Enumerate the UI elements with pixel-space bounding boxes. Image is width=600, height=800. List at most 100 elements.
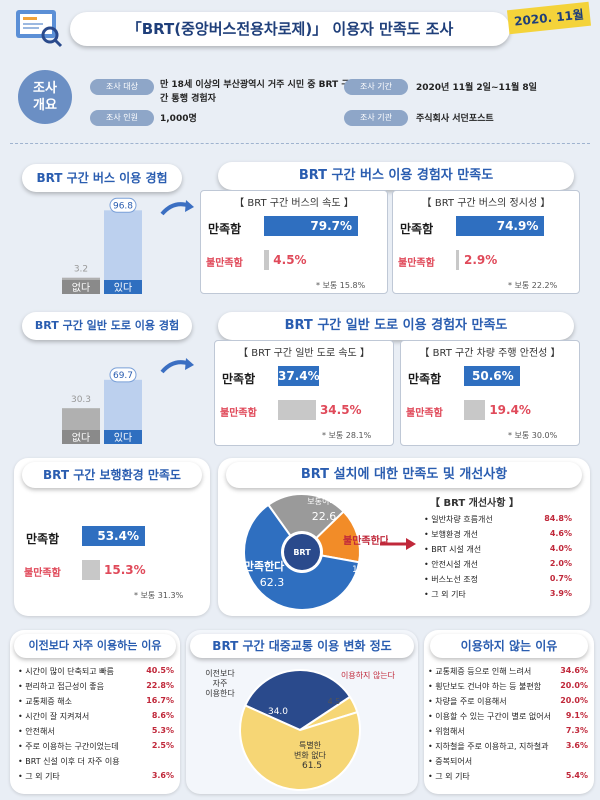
list-item-value: 2.5% [151, 741, 174, 750]
list-item-label: • 그 외 기타 [428, 772, 470, 781]
label-more-2: 자주 [213, 679, 228, 688]
list-item-label: • 시간이 많이 단축되고 빠름 [18, 667, 114, 676]
label-dissatisfied: 불만족한다 [343, 534, 388, 547]
list-item-value: 16.7% [146, 696, 174, 705]
list-item-label: • 위험해서 [428, 727, 465, 736]
overview-badge: 조사 개요 [18, 70, 72, 124]
category-label-yes: 있다 [114, 432, 132, 444]
bus-icon-bg [284, 534, 320, 570]
period-label: 조사 기간 [344, 79, 408, 95]
value-less: 4.5 [328, 697, 341, 706]
reasons-not-title: 이용하지 않는 이유 [430, 634, 588, 658]
bar-no [62, 408, 100, 430]
list-item: • 시간이 잘 지켜져서 8.6% [18, 711, 174, 723]
box-header: 【 BRT 구간 차량 주행 안전성 】 [419, 348, 561, 359]
period-value: 2020년 11월 2일~11월 8일 [416, 83, 537, 93]
dis-bar [456, 250, 460, 270]
category-bg-yes [104, 430, 142, 444]
list-item-label: • BRT 시설 개선 [424, 545, 482, 554]
dis-bar [278, 400, 316, 420]
dis-value: 4.5% [273, 253, 307, 267]
date-badge: 2020. 11월 [506, 1, 592, 35]
bar-no [62, 277, 100, 280]
label-same-2: 변화 없다 [294, 750, 327, 760]
bar-yes [104, 379, 142, 430]
reasons-more-title: 이전보다 자주 이용하는 이유 [14, 634, 176, 658]
value-dissatisfied: 15.1 [352, 565, 372, 575]
list-item-value: 4.6% [549, 529, 572, 538]
walk-title: BRT 구간 보행환경 만족도 [22, 462, 202, 488]
dis-bar [464, 400, 486, 420]
dis-label: 불만족함 [406, 408, 443, 419]
arrow-icon [160, 200, 194, 216]
box-header: 【 BRT 구간 버스의 정시성 】 [421, 198, 551, 209]
dis-label: 불만족함 [398, 258, 435, 269]
sat-bar: 53.4% [82, 526, 145, 546]
label-satisfied: 만족한다 [244, 559, 285, 573]
list-item-value: 20.0% [560, 681, 588, 690]
value-label-yes: 69.7 [113, 371, 133, 381]
dis-value: 2.9% [464, 253, 498, 267]
dis-label: 불만족함 [24, 568, 61, 579]
bus-speed-box: 【 BRT 구간 버스의 속도 】 [200, 190, 388, 294]
list-item-value: 3.9% [549, 589, 572, 598]
target-value: 만 18세 이상의 부산광역시 거주 시민 중 BRT 구간 통행 경험자 [160, 80, 350, 104]
install-title: BRT 설치에 대한 만족도 및 개선사항 [226, 462, 582, 488]
sat-bar: 79.7% [264, 216, 359, 236]
value-label-no: 30.3 [71, 395, 91, 405]
neutral-note: * 보통 28.1% [322, 431, 372, 440]
dis-value: 19.4% [489, 403, 531, 417]
label-more-1: 이전보다 [205, 668, 235, 678]
list-item: • 안전해서 5.3% [18, 726, 174, 738]
list-item: • 편리하고 접근성이 좋음 22.8% [18, 681, 174, 693]
bus-satisfaction-title: BRT 구간 버스 이용 경험자 만족도 [218, 162, 574, 190]
neutral-note: * 보통 31.3% [134, 591, 184, 600]
list-item-value: 4.0% [549, 544, 572, 553]
install-pie: BRT 보통이다 22.6 불만족한다 15.1 만족한다 62.3 [243, 493, 388, 611]
box-header: 【 BRT 구간 일반 도로 속도 】 [238, 348, 370, 359]
label-normal: 보통이다 [307, 496, 337, 506]
category-label-no: 없다 [72, 431, 90, 444]
list-item: • 교통체증 등으로 인해 느려서 34.6% [428, 666, 588, 678]
road-speed-box: 【 BRT 구간 일반 도로 속도 】 [214, 340, 394, 446]
bar-yes [104, 210, 142, 280]
value-satisfied: 62.3 [260, 576, 285, 589]
target-label: 조사 대상 [90, 79, 154, 95]
list-item: • BRT 신설 이후 더 자주 이용 [18, 756, 174, 768]
list-item-label: • 주로 이용하는 구간이었는데 [18, 742, 119, 751]
sat-label: 만족함 [208, 222, 242, 236]
value-normal: 22.6 [312, 510, 337, 523]
list-item: • 지하철을 주로 이용하고, 지하철과 3.6% [428, 741, 588, 753]
arrow-icon [380, 538, 416, 550]
improve-header: 【 BRT 개선사항 】 [430, 498, 519, 509]
org-label: 조사 기관 [344, 110, 408, 126]
monitor-search-icon [16, 10, 63, 48]
list-item-label: • 안전시설 개선 [424, 560, 478, 569]
dis-label: 불만족함 [206, 258, 243, 269]
list-item-value: 0.7% [549, 574, 572, 583]
list-item-value: 7.3% [565, 726, 588, 735]
list-item: • 버스노선 조정 0.7% [424, 574, 572, 586]
list-item-value: 5.3% [151, 726, 174, 735]
list-item-label: • 차량을 주로 이용해서 [428, 697, 507, 706]
org-value: 주식회사 서던포스트 [416, 114, 494, 124]
list-item: • 차량을 주로 이용해서 20.0% [428, 696, 588, 708]
value-bubble [109, 197, 137, 213]
label-same-1: 특별한 [299, 740, 322, 750]
label-more-3: 이용한다 [205, 688, 235, 698]
dis-bar [264, 250, 270, 270]
list-item-label: • 보행환경 개선 [424, 530, 478, 539]
list-item-value: 20.0% [560, 696, 588, 705]
list-item: • 위험해서 7.3% [428, 726, 588, 738]
header-icon [14, 8, 64, 48]
list-item-label: • 교통체증 등으로 인해 느려서 [428, 667, 532, 676]
list-item-value: 5.4% [565, 771, 588, 780]
value-same: 61.5 [302, 761, 322, 771]
list-item-label: • 이용할 수 있는 구간이 별로 없어서 [428, 712, 552, 721]
list-item: • 시간이 많이 단축되고 빠름 40.5% [18, 666, 174, 678]
category-label-no: 없다 [72, 281, 90, 294]
slice-satisfied [243, 503, 361, 611]
list-item-value: 3.6% [565, 741, 588, 750]
value-bubble [109, 367, 137, 383]
